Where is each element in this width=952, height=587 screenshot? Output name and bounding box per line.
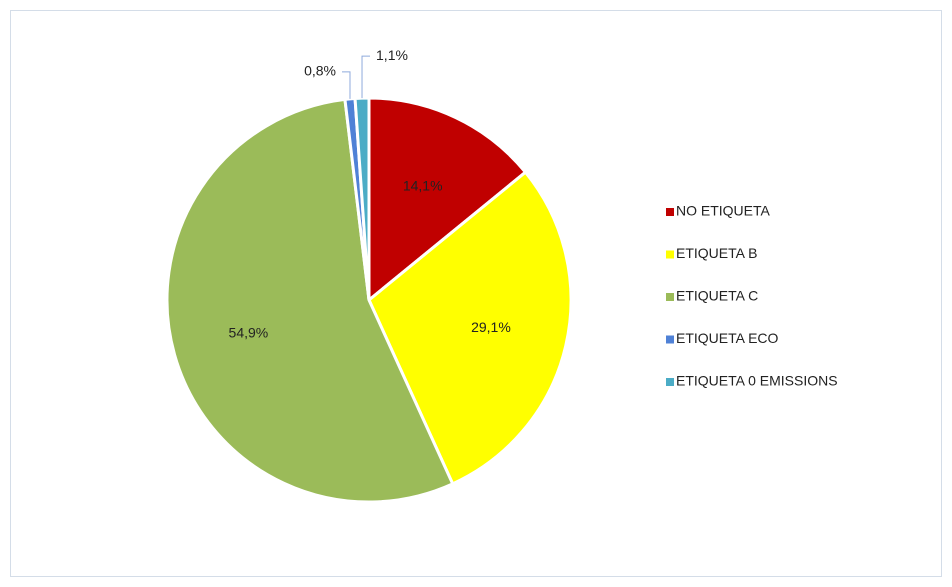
leader-line — [341, 71, 351, 99]
pie-slice — [353, 96, 371, 301]
data-label: 1,1% — [376, 47, 408, 63]
legend-label: ETIQUETA 0 EMISSIONS — [676, 373, 838, 389]
leader-line — [361, 55, 371, 99]
legend-swatch — [666, 378, 674, 386]
data-label: 29,1% — [471, 319, 511, 335]
legend-swatch — [666, 208, 674, 216]
legend-swatch — [666, 335, 674, 344]
legend-label: NO ETIQUETA — [676, 203, 771, 219]
legend-swatch — [666, 250, 674, 259]
legend-swatch — [666, 293, 674, 301]
pie-slice — [165, 97, 455, 504]
pie-slice — [367, 170, 573, 486]
legend-label: ETIQUETA B — [676, 245, 757, 261]
data-label: 0,8% — [304, 63, 336, 79]
legend-label: ETIQUETA ECO — [676, 330, 779, 346]
pie-slice — [367, 96, 528, 304]
data-label: 14,1% — [403, 178, 443, 194]
data-label: 54,9% — [229, 325, 269, 341]
legend-label: ETIQUETA C — [676, 288, 758, 304]
